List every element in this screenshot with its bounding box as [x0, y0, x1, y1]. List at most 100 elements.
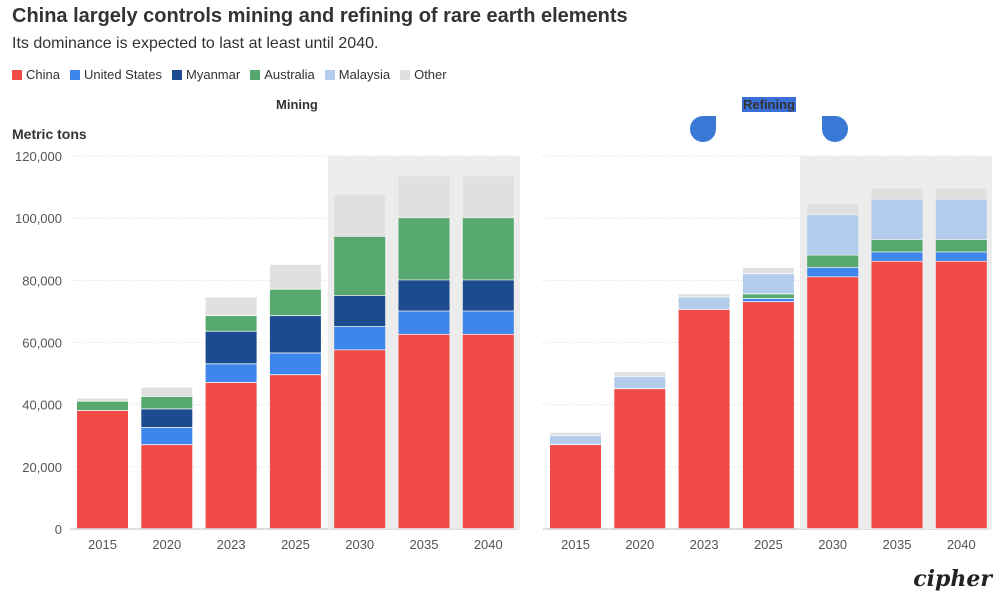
y-tick-label: 60,000 [22, 336, 62, 351]
legend-item-china[interactable]: China [12, 67, 60, 82]
bar-segment-myanmar [398, 280, 450, 311]
x-tick-label: 2035 [410, 537, 439, 552]
bar-segment-australia [807, 255, 859, 268]
legend-label: Malaysia [338, 67, 391, 82]
bar-segment-other [935, 188, 987, 199]
x-tick-label: 2015 [88, 537, 117, 552]
bar-segment-myanmar [141, 409, 193, 428]
bar-segment-australia [334, 236, 386, 296]
x-tick-label: 2040 [947, 537, 976, 552]
bar-segment-united-states [935, 252, 987, 261]
x-tick-label: 2040 [474, 537, 503, 552]
bar-segment-malaysia [614, 376, 666, 389]
bar-segment-china [205, 382, 257, 529]
bar-segment-united-states [205, 364, 257, 383]
bar-segment-malaysia [871, 199, 923, 240]
cipher-logo: cipher [913, 566, 992, 592]
bar-segment-united-states [462, 311, 514, 334]
x-tick-label: 2020 [625, 537, 654, 552]
chart-title: China largely controls mining and refini… [12, 5, 628, 27]
bar-segment-other [269, 264, 321, 289]
bar-segment-united-states [334, 326, 386, 350]
legend-item-other[interactable]: Other [400, 67, 447, 82]
panel-title-refining: Refining [742, 97, 796, 112]
bar-segment-australia [871, 239, 923, 252]
legend-swatch [12, 69, 22, 80]
bar-segment-united-states [141, 427, 193, 445]
selection-handle-icon[interactable] [690, 116, 716, 142]
bar-segment-china [398, 334, 450, 529]
bar-segment-united-states [269, 353, 321, 375]
y-tick-label: 40,000 [22, 398, 62, 413]
bar-segment-malaysia [742, 274, 794, 294]
y-tick-label: 120,000 [15, 149, 62, 164]
bar-segment-malaysia [935, 199, 987, 240]
legend-swatch [69, 69, 80, 80]
bar-segment-china [334, 350, 386, 529]
bar-segment-united-states [398, 311, 450, 334]
x-tick-label: 2020 [152, 537, 181, 552]
bar-segment-australia [205, 316, 257, 331]
bar-segment-other [141, 387, 193, 397]
y-tick-label: 80,000 [22, 273, 62, 288]
legend-swatch [250, 69, 261, 80]
bar-segment-china [77, 410, 128, 529]
legend-item-united-states[interactable]: United States [69, 67, 162, 82]
bar-segment-other [462, 176, 514, 218]
x-tick-label: 2030 [818, 537, 847, 552]
legend-item-myanmar[interactable]: Myanmar [172, 67, 240, 82]
bar-segment-united-states [807, 267, 859, 277]
x-tick-label: 2030 [345, 537, 374, 552]
bar-segment-malaysia [807, 215, 859, 255]
bar-segment-myanmar [205, 331, 257, 364]
bar-segment-australia [77, 401, 128, 411]
x-tick-label: 2023 [690, 537, 719, 552]
bar-segment-other [807, 204, 859, 215]
legend-label: Other [414, 67, 447, 82]
selection-handle-icon[interactable] [822, 116, 848, 142]
bar-segment-australia [398, 218, 450, 280]
bar-segment-myanmar [269, 316, 321, 353]
bar-segment-australia [269, 289, 321, 316]
legend-label: Australia [264, 67, 315, 82]
bar-segment-china [141, 445, 193, 529]
x-tick-label: 2035 [883, 537, 912, 552]
bar-segment-united-states [742, 298, 794, 302]
bar-segment-australia [462, 218, 514, 280]
bar-segment-china [550, 445, 601, 529]
legend-item-malaysia[interactable]: Malaysia [324, 67, 391, 82]
legend: China United States Myanmar Australia Ma… [12, 67, 447, 82]
legend-item-australia[interactable]: Australia [250, 67, 315, 82]
x-tick-label: 2025 [281, 537, 310, 552]
bar-segment-other [678, 294, 730, 297]
bar-segment-australia [141, 396, 193, 409]
y-axis-label: Metric tons [12, 126, 87, 142]
bar-segment-other [550, 432, 601, 435]
bar-segment-china [269, 375, 321, 529]
bar-segment-other [205, 297, 257, 316]
y-tick-label: 0 [55, 522, 62, 537]
bar-segment-malaysia [550, 435, 601, 445]
bar-segment-china [462, 334, 514, 529]
legend-label: Myanmar [186, 67, 241, 82]
legend-swatch [172, 69, 183, 80]
chart-subtitle: Its dominance is expected to last at lea… [12, 35, 379, 52]
bar-segment-other [398, 176, 450, 218]
bar-segment-china [807, 277, 859, 529]
bar-segment-other [334, 194, 386, 237]
legend-swatch [400, 69, 411, 80]
legend-swatch [324, 69, 335, 80]
panel-title-refining-text: Refining [742, 97, 796, 112]
x-tick-label: 2015 [561, 537, 590, 552]
x-tick-label: 2023 [217, 537, 246, 552]
bar-segment-united-states [871, 252, 923, 261]
legend-label: China [26, 67, 60, 82]
bar-segment-china [742, 302, 794, 529]
bar-segment-other [614, 372, 666, 376]
bar-segment-myanmar [334, 295, 386, 327]
bar-segment-australia [935, 239, 987, 252]
y-tick-label: 20,000 [22, 460, 62, 475]
bar-segment-other [871, 188, 923, 199]
bar-segment-other [77, 398, 128, 401]
